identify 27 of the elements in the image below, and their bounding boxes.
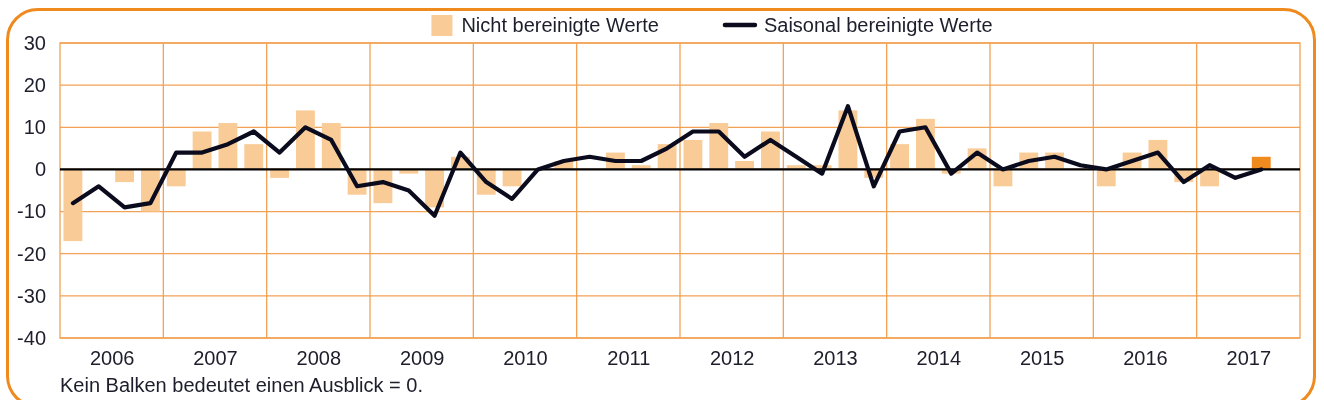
x-tick-label: 2016 xyxy=(1123,347,1168,370)
y-tick-label: -30 xyxy=(17,284,46,307)
legend-label: Saisonal bereinigte Werte xyxy=(763,14,993,36)
x-tick-label: 2015 xyxy=(1019,347,1065,370)
x-tick-label: 2017 xyxy=(1226,347,1272,370)
y-tick-label: 10 xyxy=(23,116,46,139)
x-tick-label: 2008 xyxy=(296,347,342,370)
bar xyxy=(63,169,83,242)
y-tick-label: -20 xyxy=(17,242,46,265)
text: Kein Balken bedeutet einen Ausblick = 0. xyxy=(60,374,424,396)
x-tick-label: 2006 xyxy=(89,347,135,370)
bar xyxy=(244,144,264,170)
y-tick-label: -40 xyxy=(17,326,46,349)
x-tick-label: 2013 xyxy=(813,347,858,370)
y-tick-label: 30 xyxy=(23,31,46,54)
x-tick-label: 2011 xyxy=(607,347,651,370)
y-tick-label: -10 xyxy=(17,200,46,223)
x-tick-label: 2007 xyxy=(193,347,238,370)
legend-label: Nicht bereinigte Werte xyxy=(461,14,659,36)
line-series xyxy=(70,104,1264,218)
x-tick-label: 2014 xyxy=(916,347,962,370)
bar xyxy=(683,139,703,170)
y-tick-label: 0 xyxy=(34,158,46,181)
x-tick-label: 2009 xyxy=(399,347,445,370)
x-tick-label: 2012 xyxy=(709,347,755,370)
y-tick-label: 20 xyxy=(23,74,46,97)
x-tick-label: 2010 xyxy=(503,347,548,370)
